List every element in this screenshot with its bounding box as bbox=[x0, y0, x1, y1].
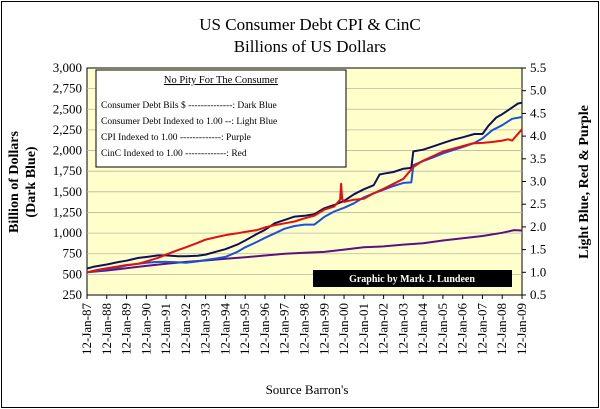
left-tick-label: 2,000 bbox=[53, 143, 82, 158]
legend-title: No Pity For The Consumer bbox=[164, 75, 279, 86]
x-axis-ticks: 12-Jan-87 12-Jan-88 12-Jan-89 12-Jan-90 12-J… bbox=[79, 295, 529, 355]
right-axis-label: Light Blue, Red & Purple bbox=[577, 105, 592, 259]
x-tick-label: 12-Jan-87 bbox=[79, 303, 94, 355]
x-tick-label: 12-Jan-94 bbox=[217, 303, 232, 355]
right-tick-label: 5.5 bbox=[530, 60, 546, 75]
left-tick-label: 2,250 bbox=[53, 122, 82, 137]
x-tick-label: 12-Jan-99 bbox=[316, 303, 331, 355]
series-line-cinc-indexed-to-1-00 bbox=[86, 128, 523, 274]
legend: No Pity For The Consumer Consumer Debt B… bbox=[95, 69, 347, 168]
credit-box bbox=[313, 270, 512, 287]
x-tick-label: 12-Jan-98 bbox=[297, 303, 312, 355]
x-tick-label: 12-Jan-01 bbox=[356, 303, 371, 355]
x-tick-label: 12-Jan-04 bbox=[415, 303, 430, 355]
x-tick-label: 12-Jan-97 bbox=[277, 303, 292, 355]
right-tick-label: 3.5 bbox=[530, 151, 546, 166]
left-tick-label: 3,000 bbox=[53, 60, 82, 75]
x-tick-label: 12-Jan-07 bbox=[474, 303, 489, 355]
series-line-consumer-debt-indexed-to-1-00 bbox=[86, 116, 523, 274]
x-tick-label: 12-Jan-08 bbox=[494, 303, 509, 355]
left-tick-label: 500 bbox=[63, 266, 83, 281]
left-axis-ticks: 250 500 750 1,000 1,250 1,500 1,750 2,000 2,250 2… bbox=[53, 60, 82, 302]
right-axis-ticks: 0.5 1.0 1.5 2.0 2.5 3.0 3.5 4.0 4.5 5.0 5.5 bbox=[522, 60, 546, 302]
x-tick-label: 12-Jan-03 bbox=[395, 303, 410, 355]
right-tick-label: 3.0 bbox=[530, 174, 546, 189]
x-tick-label: 12-Jan-91 bbox=[158, 303, 173, 355]
x-tick-label: 12-Jan-95 bbox=[237, 303, 252, 355]
x-tick-label: 12-Jan-90 bbox=[138, 303, 153, 355]
legend-entry: CPI Indexed to 1.00 -------------: Purpl… bbox=[101, 133, 251, 143]
x-tick-label: 12-Jan-09 bbox=[514, 303, 529, 355]
legend-entry: Consumer Debt Indexed to 1.00 --: Light … bbox=[101, 117, 277, 127]
x-tick-label: 12-Jan-92 bbox=[178, 303, 193, 355]
series-layer bbox=[86, 101, 523, 274]
right-tick-label: 4.0 bbox=[530, 128, 546, 143]
source-label: Source Barron's bbox=[266, 382, 349, 397]
x-tick-label: 12-Jan-00 bbox=[336, 303, 351, 355]
x-tick-label: 12-Jan-88 bbox=[99, 303, 114, 355]
credit-text: Graphic by Mark J. Lundeen bbox=[349, 274, 475, 285]
left-axis-label-line2: (Dark Blue) bbox=[24, 146, 39, 218]
left-tick-label: 1,750 bbox=[53, 163, 82, 178]
right-tick-label: 1.0 bbox=[530, 264, 546, 279]
right-tick-label: 1.5 bbox=[530, 242, 546, 257]
left-tick-label: 250 bbox=[63, 287, 83, 302]
right-tick-label: 0.5 bbox=[530, 287, 546, 302]
chart-subtitle: Billions of US Dollars bbox=[234, 37, 387, 56]
right-tick-label: 2.0 bbox=[530, 219, 546, 234]
series-line-cpi-indexed-to-1-00 bbox=[86, 229, 523, 274]
left-tick-label: 2,750 bbox=[53, 81, 82, 96]
x-tick-label: 12-Jan-93 bbox=[198, 303, 213, 355]
left-tick-label: 1,250 bbox=[53, 204, 82, 219]
left-tick-label: 1,500 bbox=[53, 184, 82, 199]
chart-title: US Consumer Debt CPI & CinC bbox=[199, 15, 421, 34]
x-tick-label: 12-Jan-02 bbox=[376, 303, 391, 355]
right-tick-label: 4.5 bbox=[530, 105, 546, 120]
left-axis-label-line1: Billion of Dollars bbox=[7, 131, 22, 233]
x-tick-label: 12-Jan-96 bbox=[257, 303, 272, 355]
legend-entry: CinC Indexed to 1.00 -------------: Red bbox=[101, 149, 247, 159]
left-tick-label: 2,500 bbox=[53, 101, 82, 116]
right-tick-label: 2.5 bbox=[530, 196, 546, 211]
left-tick-label: 750 bbox=[63, 246, 83, 261]
legend-box bbox=[95, 69, 347, 168]
right-tick-label: 5.0 bbox=[530, 83, 546, 98]
legend-entry: Consumer Debt Bils $ --------------: Dar… bbox=[101, 100, 277, 111]
x-tick-label: 12-Jan-06 bbox=[455, 303, 470, 355]
x-tick-label: 12-Jan-05 bbox=[435, 303, 450, 355]
left-tick-label: 1,000 bbox=[53, 225, 82, 240]
x-tick-label: 12-Jan-89 bbox=[119, 303, 134, 355]
